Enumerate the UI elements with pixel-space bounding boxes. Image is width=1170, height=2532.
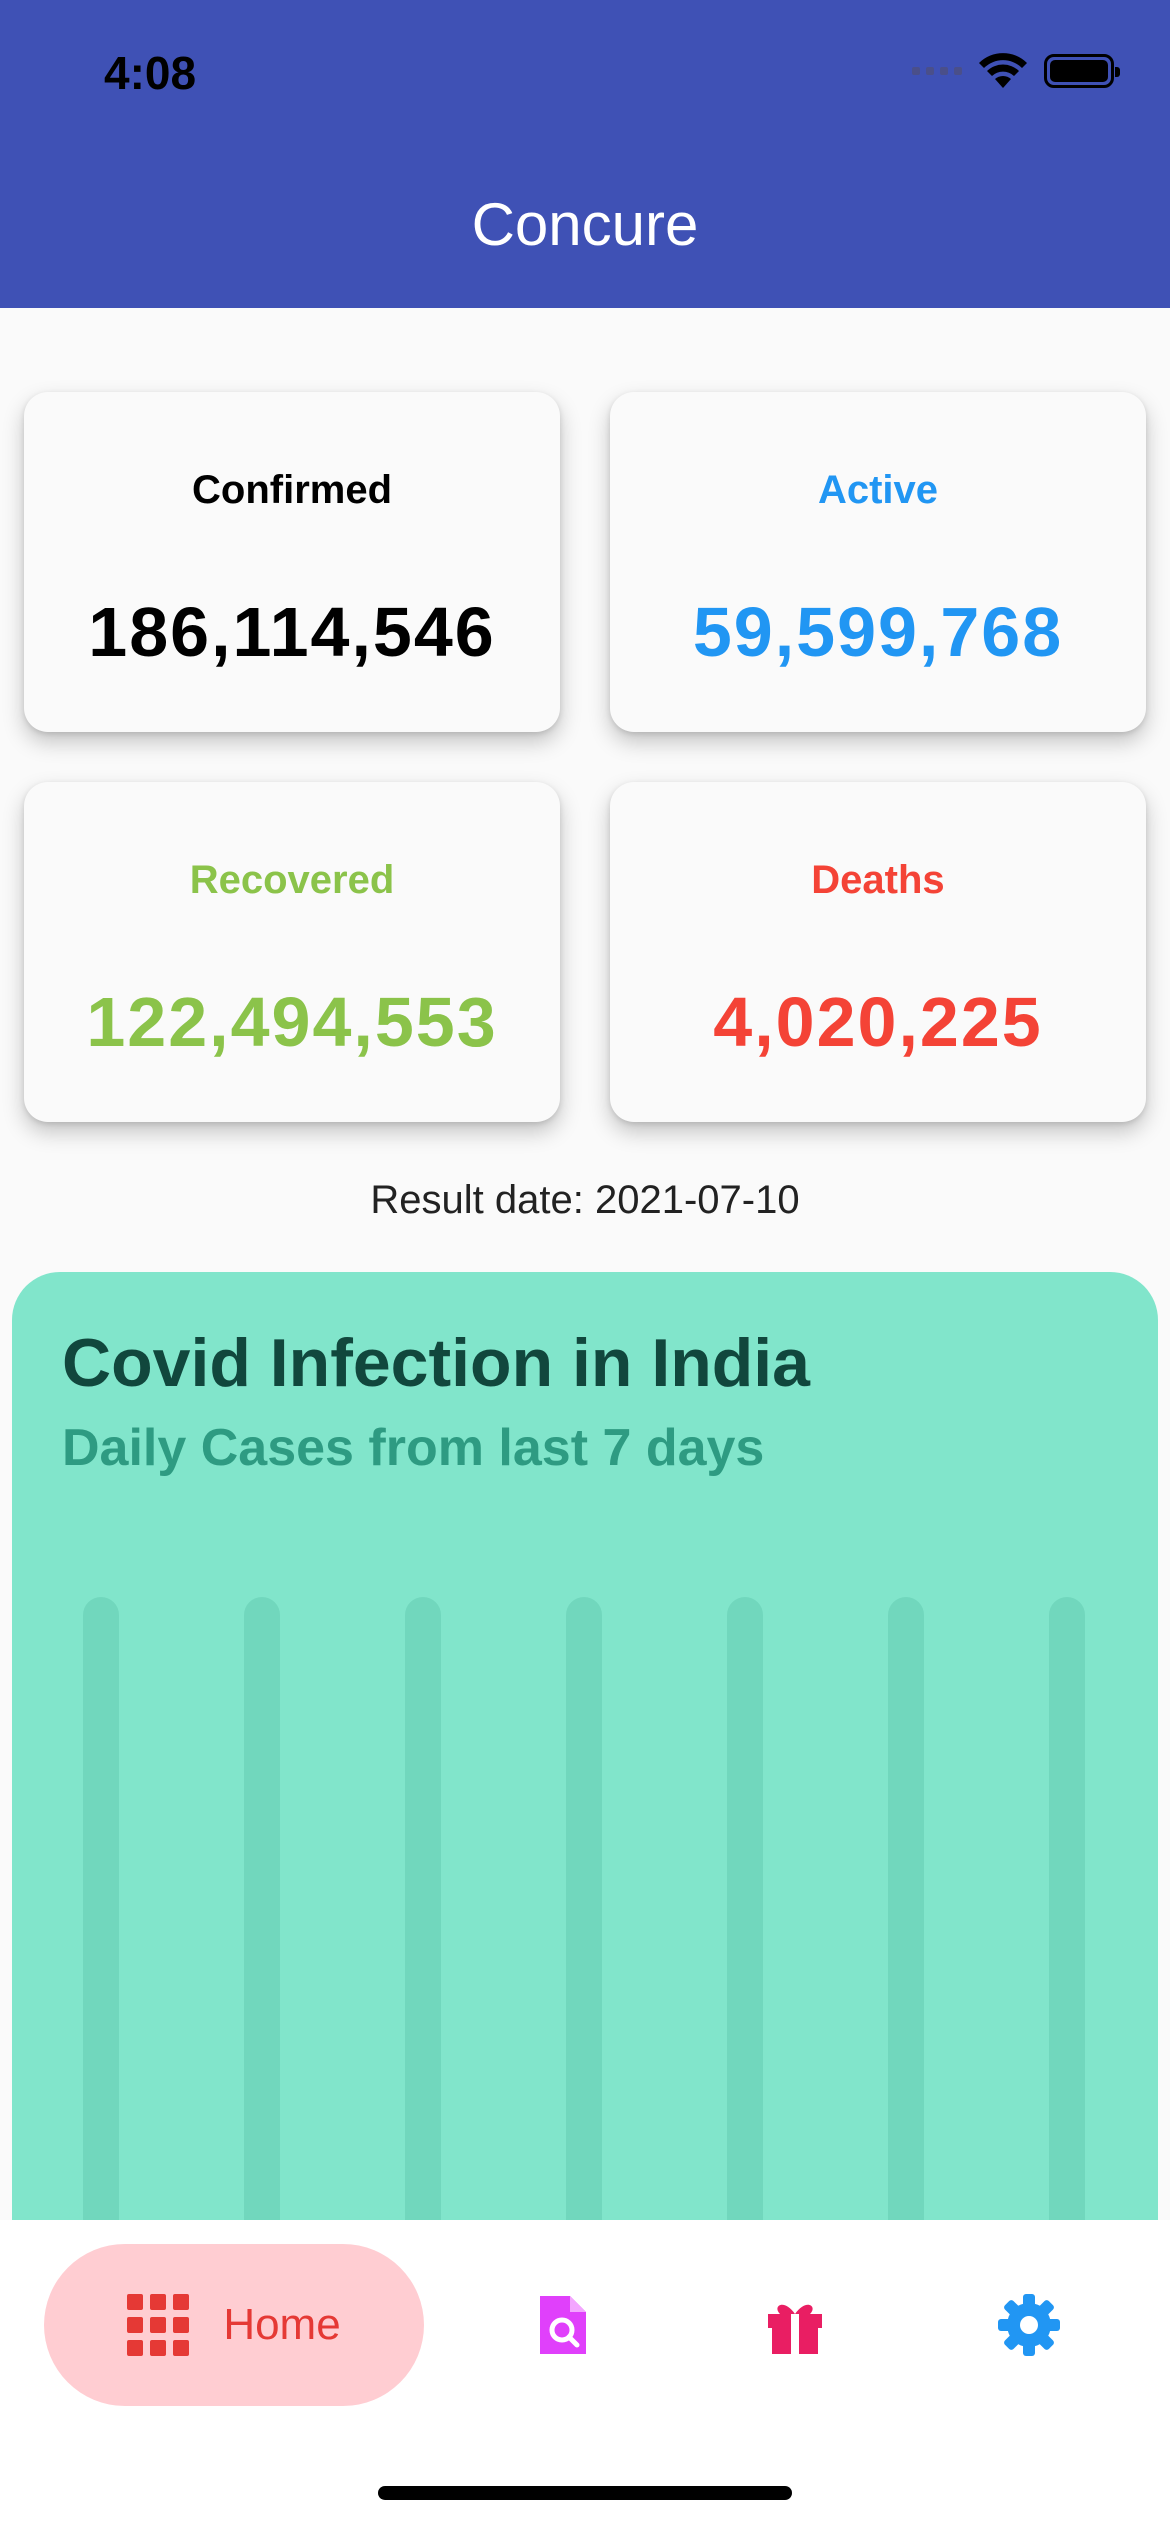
- deaths-value: 4,020,225: [713, 983, 1043, 1061]
- recovered-value: 122,494,553: [86, 983, 498, 1061]
- deaths-label: Deaths: [811, 858, 945, 902]
- document-search-icon[interactable]: [530, 2292, 596, 2358]
- confirmed-value: 186,114,546: [88, 593, 496, 671]
- cellular-signal-icon: [912, 67, 962, 75]
- chart-bar-track: [566, 1597, 602, 2272]
- bar-chart: [83, 1597, 1085, 2272]
- grid-icon: [127, 2294, 190, 2356]
- chart-bar-track: [244, 1597, 280, 2272]
- recovered-card: Recovered 122,494,553: [24, 782, 560, 1122]
- bottom-navigation: Home: [0, 2220, 1170, 2532]
- active-value: 59,599,768: [692, 593, 1064, 671]
- nav-home-button[interactable]: Home: [44, 2244, 424, 2406]
- chart-bar-track: [83, 1597, 119, 2272]
- status-icons: [912, 52, 1120, 90]
- battery-icon: [1044, 54, 1120, 88]
- result-date: Result date: 2021-07-10: [370, 1178, 800, 1222]
- chart-card: Covid Infection in India Daily Cases fro…: [12, 1272, 1158, 2272]
- chart-bar-track: [1049, 1597, 1085, 2272]
- home-indicator: [378, 2486, 792, 2500]
- app-title: Concure: [471, 191, 699, 258]
- gift-icon[interactable]: [762, 2292, 828, 2358]
- gear-icon[interactable]: [996, 2292, 1062, 2358]
- chart-title: Covid Infection in India: [62, 1325, 810, 1401]
- deaths-card: Deaths 4,020,225: [610, 782, 1146, 1122]
- recovered-label: Recovered: [189, 858, 395, 902]
- confirmed-label: Confirmed: [192, 468, 392, 512]
- chart-bar-track: [727, 1597, 763, 2272]
- chart-bar-track: [888, 1597, 924, 2272]
- chart-subtitle: Daily Cases from last 7 days: [62, 1419, 765, 1477]
- active-card: Active 59,599,768: [610, 392, 1146, 732]
- status-time: 4:08: [104, 47, 197, 99]
- nav-home-label: Home: [223, 2300, 341, 2349]
- chart-bar-track: [405, 1597, 441, 2272]
- wifi-icon: [979, 53, 1027, 88]
- active-label: Active: [817, 468, 939, 512]
- confirmed-card: Confirmed 186,114,546: [24, 392, 560, 732]
- app-bar: 4:08 Concure: [0, 0, 1170, 308]
